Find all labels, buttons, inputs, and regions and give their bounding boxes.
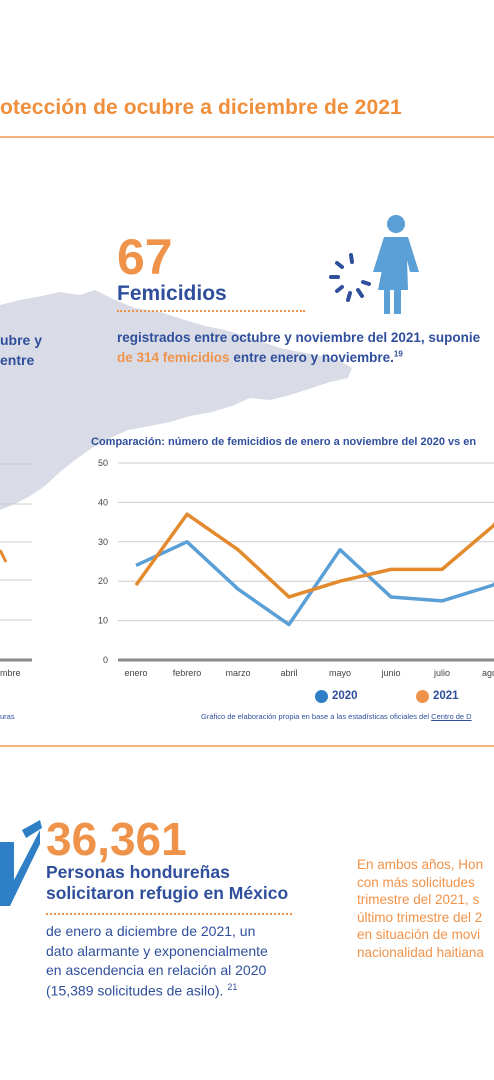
femicidios-highlight: de 314 femicidios	[117, 350, 230, 365]
right-note-line1: En ambos años, Hon	[357, 857, 484, 872]
x-tick-label-enero: enero	[124, 668, 147, 678]
woman-icon	[329, 215, 419, 314]
y-tick-label: 20	[98, 576, 108, 586]
legend-label-2021: 2021	[433, 690, 459, 702]
section-divider	[0, 745, 494, 747]
y-tick-label: 40	[98, 497, 108, 507]
left-partial-series-line	[0, 549, 8, 563]
right-note-line3: trimestre del 2021, s	[357, 892, 480, 908]
y-tick-label: 10	[98, 616, 108, 626]
y-tick-label: 50	[98, 458, 108, 468]
chart-title: Comparación: número de femicidios de ene…	[91, 436, 477, 448]
right-note: En ambos años, Hon con más solicitudes t…	[357, 856, 494, 961]
legend-label-2020: 2020	[332, 690, 358, 702]
refugio-body: de enero a diciembre de 2021, un dato al…	[46, 922, 268, 1001]
left-partial-source: uras	[0, 712, 15, 721]
refugio-body-line3: en ascendencia en relación al 2020	[46, 962, 267, 979]
honduras-map-shape	[0, 290, 352, 510]
refugio-number: 36,361	[46, 813, 187, 865]
x-tick-label-febrero: febrero	[173, 668, 202, 678]
x-tick-label-abril: abril	[280, 668, 297, 678]
series-line-2021	[134, 512, 494, 599]
header-divider	[0, 136, 494, 138]
right-note-line4: último trimestre del 2	[357, 909, 483, 925]
series-line-2020	[135, 540, 494, 627]
left-partial-tick-label: mbre	[0, 668, 21, 678]
refugio-label-line2: solicitaron refugio en México	[46, 883, 289, 903]
femicidios-number: 67	[117, 229, 173, 285]
x-tick-label-junio: junio	[380, 668, 400, 678]
right-note-line2: con más solicitudes	[357, 874, 475, 890]
y-tick-label: 30	[98, 537, 108, 547]
refugio-dotted-rule	[46, 913, 292, 915]
refugio-ref: 21	[227, 981, 238, 992]
right-note-line6: nacionalidad haitiana	[357, 944, 484, 960]
check-pencil-icon	[0, 820, 42, 906]
refugio-body-line4: (15,389 solicitudes de asilo).	[46, 982, 224, 999]
page-title: otección de ocubre a diciembre de 2021	[0, 96, 402, 119]
left-text-line2: entre	[0, 352, 35, 368]
x-tick-label-agosto: agost	[482, 668, 494, 678]
refugio-label-line1: Personas hondureñas	[46, 862, 230, 882]
left-text-line1: ubre y	[0, 332, 43, 348]
refugio-body-line2: dato alarmante y exponencialmente	[46, 942, 268, 959]
chart-source: Gráfico de elaboración propia en base a …	[201, 712, 494, 721]
chart-source-text: Gráfico de elaboración propia en base a …	[201, 712, 430, 721]
chart-source-link[interactable]: Centro de D	[431, 712, 472, 721]
femicidios-desc-line1: registrados entre octubre y noviembre de…	[117, 330, 481, 345]
legend-dot-2020	[315, 690, 328, 703]
femicidios-desc-line2: de 314 femicidios entre enero y noviembr…	[117, 348, 494, 368]
x-tick-label-marzo: marzo	[225, 668, 250, 678]
x-tick-label-julio: julio	[433, 668, 450, 678]
left-partial-chart	[0, 463, 32, 662]
refugio-body-line4-wrap: (15,389 solicitudes de asilo). 21	[46, 981, 268, 1001]
y-tick-label: 0	[103, 655, 108, 665]
x-tick-label-mayo: mayo	[329, 668, 351, 678]
femicidios-desc-rest: entre enero y noviembre.	[229, 350, 394, 365]
legend-dot-2021	[416, 690, 429, 703]
right-note-line5: en situación de movi	[357, 927, 481, 943]
refugio-body-line1: de enero a diciembre de 2021, un	[46, 923, 256, 939]
femicidios-line-chart: 0 10 20 30 40 50 enero febrero marzo abril mayo ju…	[98, 458, 494, 678]
femicidios-label: Femicidios	[117, 282, 227, 305]
femicidios-dotted-rule	[117, 310, 305, 312]
femicidios-ref: 19	[393, 349, 403, 359]
